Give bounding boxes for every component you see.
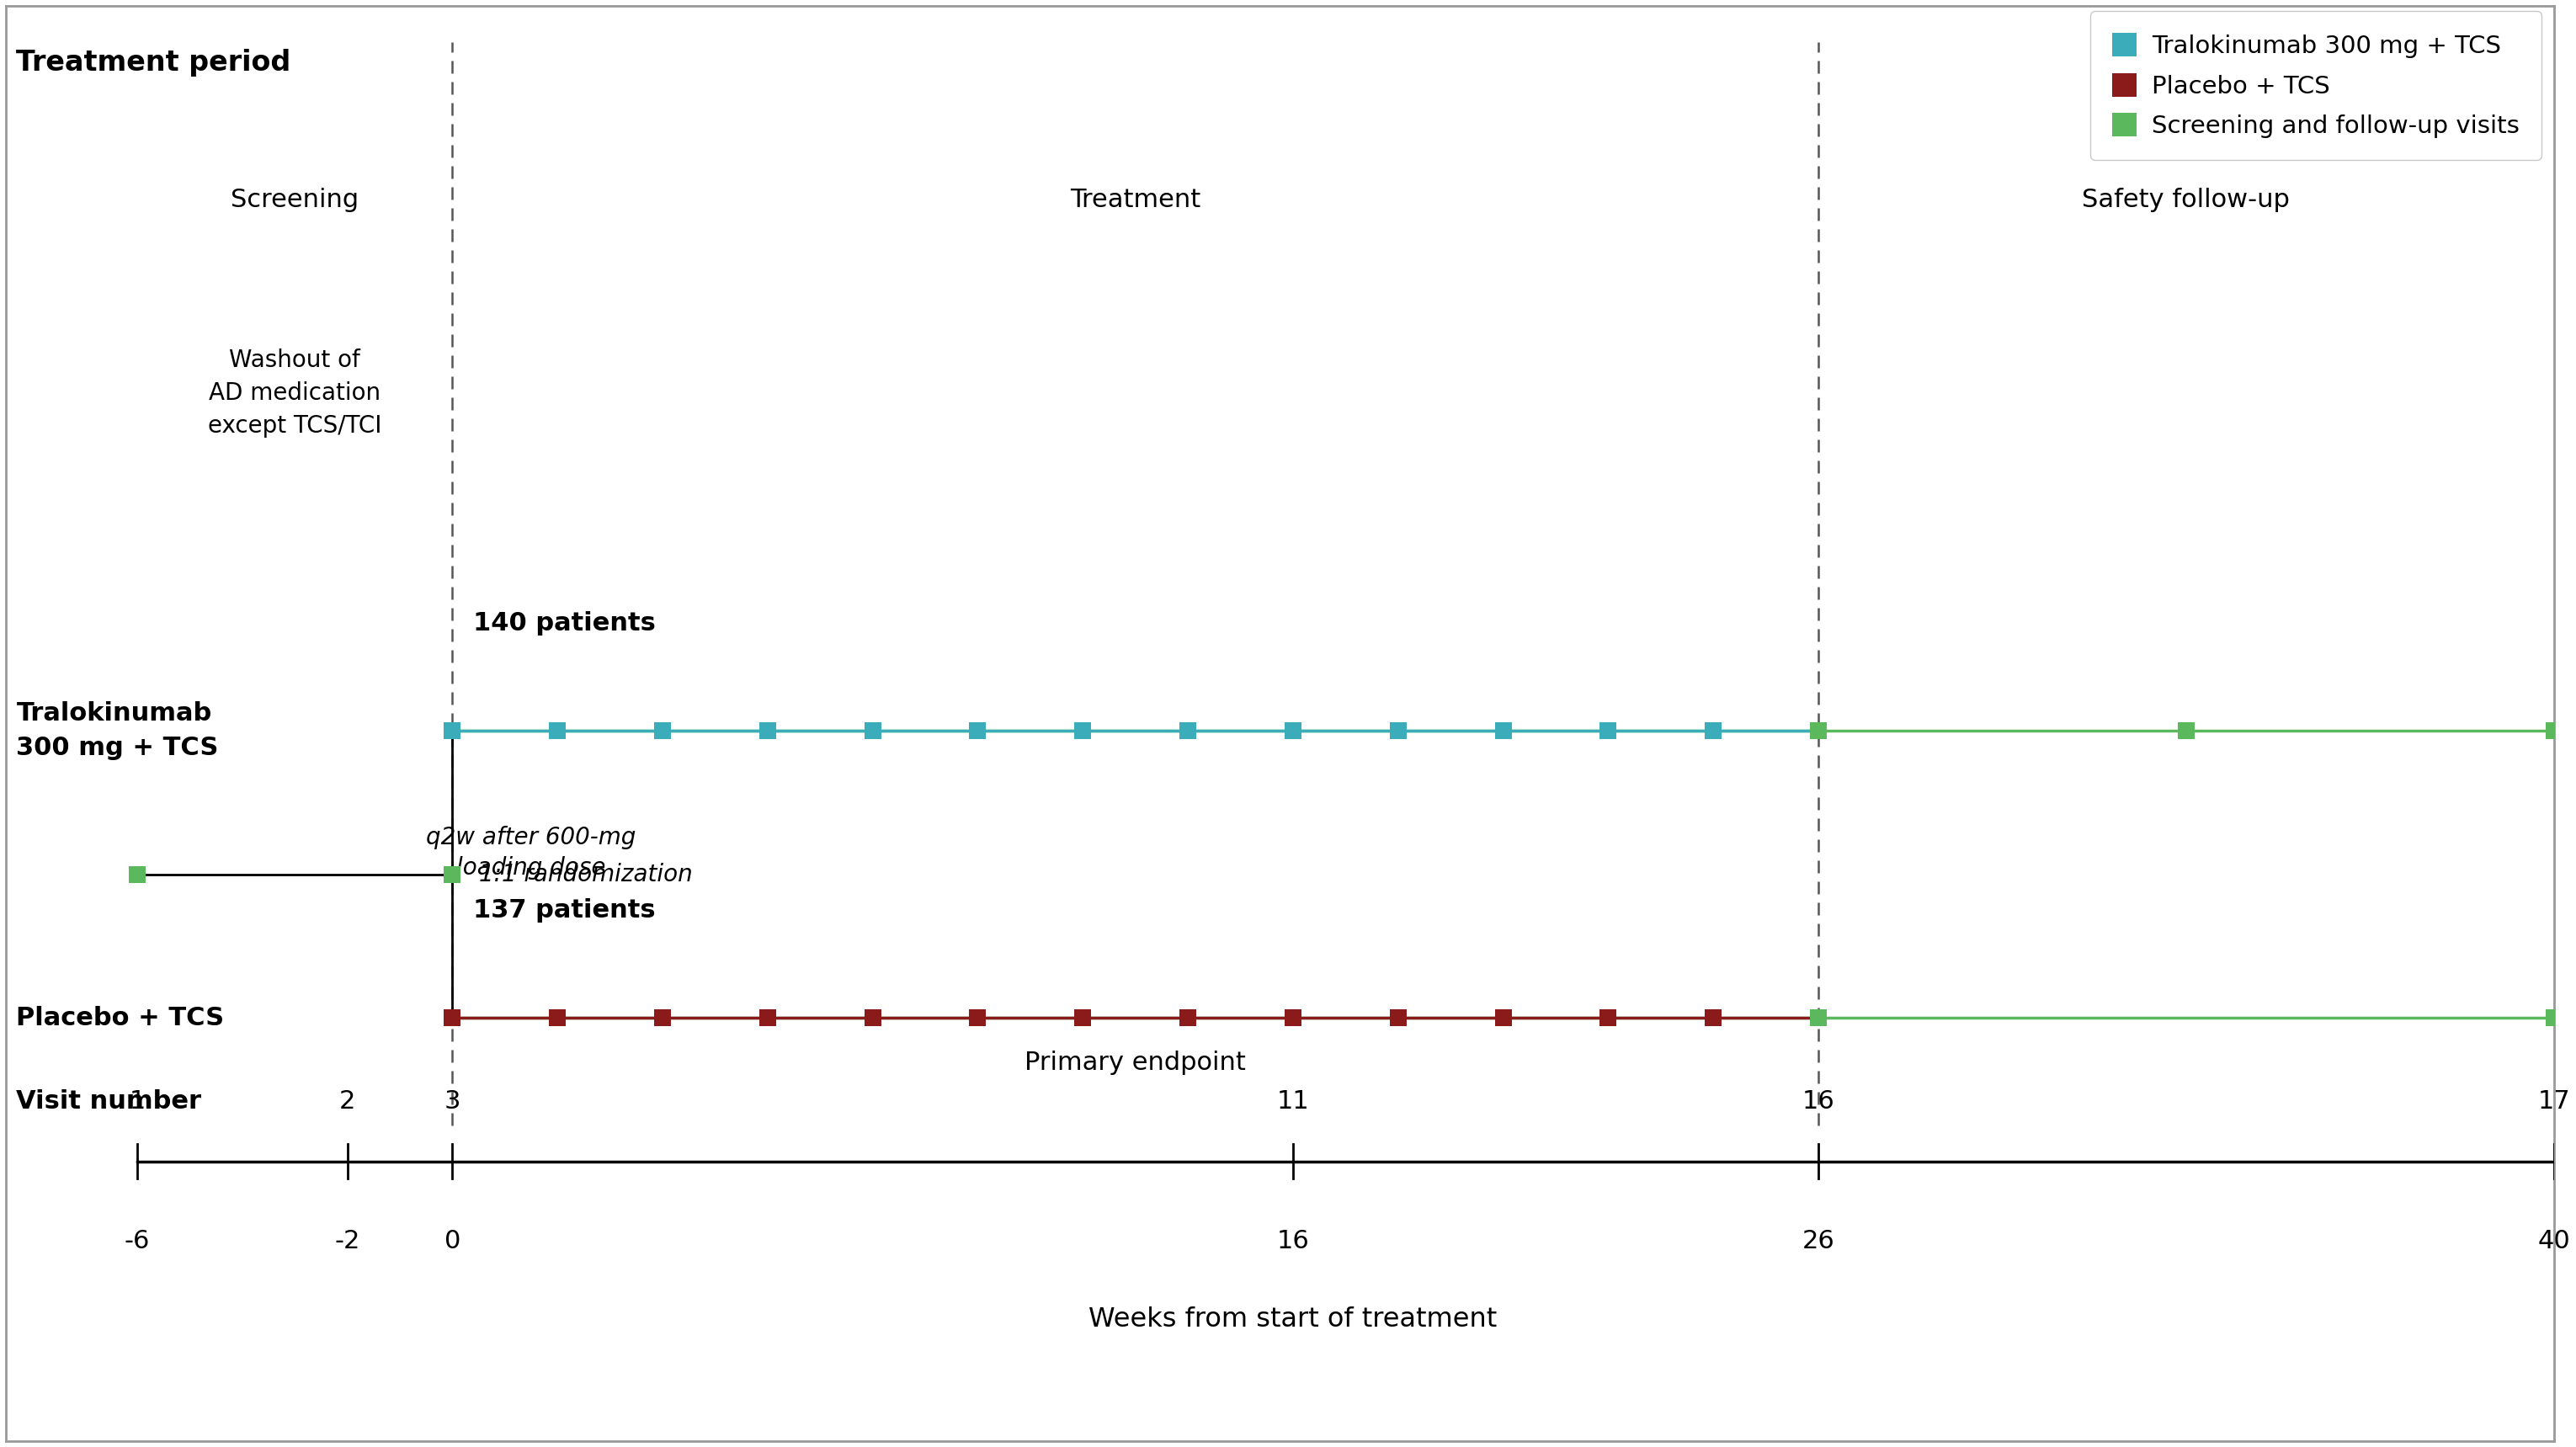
Point <box>1798 719 1839 742</box>
Point <box>1378 1006 1419 1029</box>
Text: 40: 40 <box>2537 1229 2571 1253</box>
Point <box>2532 1006 2573 1029</box>
Text: 26: 26 <box>1803 1229 1834 1253</box>
Point <box>1273 1006 1314 1029</box>
Point <box>747 1006 788 1029</box>
Point <box>1061 1006 1103 1029</box>
Point <box>958 719 999 742</box>
Point <box>433 1006 474 1029</box>
Point <box>1484 719 1525 742</box>
Point <box>1378 719 1419 742</box>
Text: -6: -6 <box>124 1229 149 1253</box>
Point <box>853 719 894 742</box>
Point <box>641 719 683 742</box>
Point <box>2532 719 2573 742</box>
Point <box>2166 719 2208 742</box>
Text: 0: 0 <box>443 1229 461 1253</box>
Point <box>1798 1006 1839 1029</box>
Text: 11: 11 <box>1278 1090 1309 1114</box>
Legend: Tralokinumab 300 mg + TCS, Placebo + TCS, Screening and follow-up visits: Tralokinumab 300 mg + TCS, Placebo + TCS… <box>2089 12 2543 161</box>
Point <box>1273 719 1314 742</box>
Point <box>116 862 157 886</box>
Text: 2: 2 <box>340 1090 355 1114</box>
Point <box>1484 1006 1525 1029</box>
Text: 17: 17 <box>2537 1090 2571 1114</box>
Text: Safety follow-up: Safety follow-up <box>2081 188 2290 211</box>
Text: -2: -2 <box>335 1229 361 1253</box>
Point <box>536 1006 577 1029</box>
Text: Washout of
AD medication
except TCS/TCI: Washout of AD medication except TCS/TCI <box>209 349 381 438</box>
Text: Treatment: Treatment <box>1069 188 1200 211</box>
Point <box>1167 719 1208 742</box>
Point <box>1587 719 1628 742</box>
Text: 3: 3 <box>443 1090 461 1114</box>
Point <box>1692 719 1734 742</box>
Point <box>1061 719 1103 742</box>
Point <box>1587 1006 1628 1029</box>
Text: 1:1 randomization: 1:1 randomization <box>479 862 693 886</box>
Point <box>1798 1006 1839 1029</box>
Text: 1: 1 <box>129 1090 144 1114</box>
Text: 16: 16 <box>1803 1090 1834 1114</box>
Text: Primary endpoint: Primary endpoint <box>1025 1051 1247 1075</box>
Text: 16: 16 <box>1278 1229 1309 1253</box>
Point <box>433 719 474 742</box>
Text: 137 patients: 137 patients <box>474 899 657 922</box>
Point <box>536 719 577 742</box>
Text: q2w after 600-mg
loading dose: q2w after 600-mg loading dose <box>425 825 636 880</box>
Text: Visit number: Visit number <box>15 1090 201 1114</box>
Point <box>1692 1006 1734 1029</box>
Point <box>747 719 788 742</box>
Point <box>641 1006 683 1029</box>
Text: Placebo + TCS: Placebo + TCS <box>15 1006 224 1030</box>
Text: Weeks from start of treatment: Weeks from start of treatment <box>1090 1307 1497 1333</box>
Point <box>1798 719 1839 742</box>
Point <box>958 1006 999 1029</box>
Point <box>433 862 474 886</box>
Point <box>853 1006 894 1029</box>
Text: Screening: Screening <box>232 188 358 211</box>
Point <box>1167 1006 1208 1029</box>
Text: Treatment period: Treatment period <box>15 49 291 77</box>
Text: 140 patients: 140 patients <box>474 611 657 635</box>
Text: Tralokinumab
300 mg + TCS: Tralokinumab 300 mg + TCS <box>15 702 219 760</box>
